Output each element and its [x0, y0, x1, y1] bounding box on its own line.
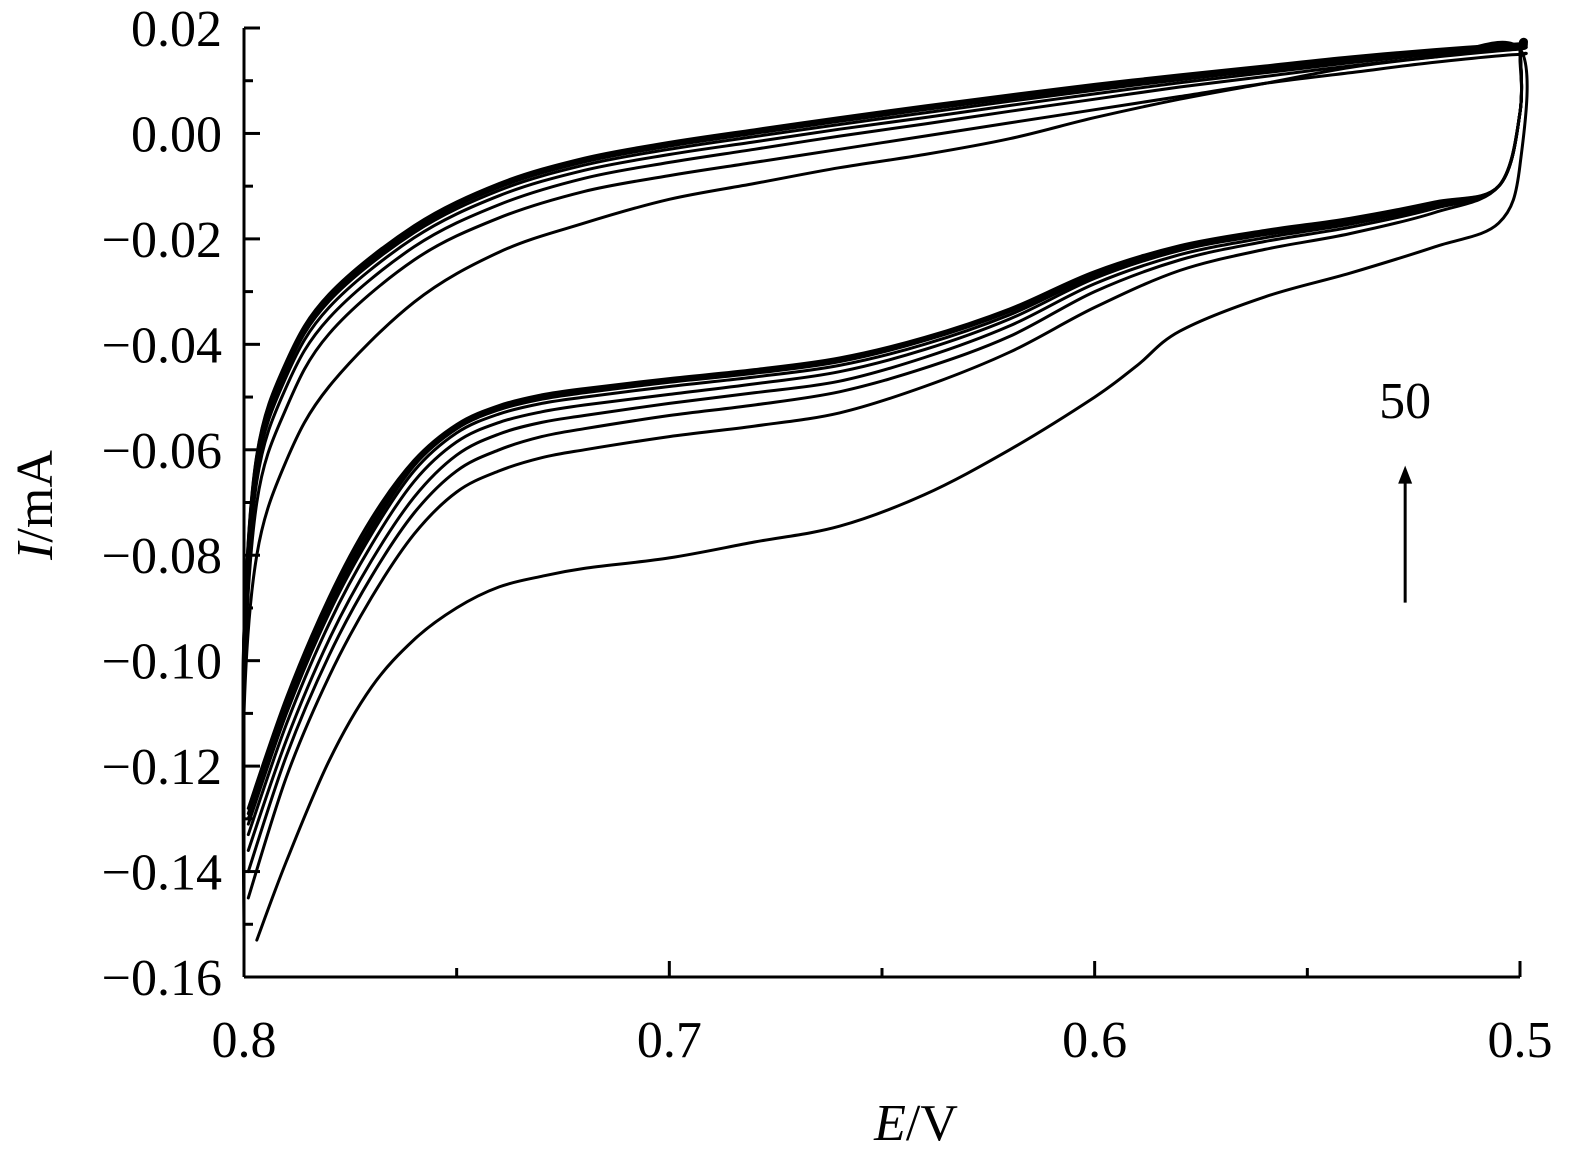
axes: 0.02 0.00 −0.02 −0.04 −0.06 −0.08 −0.10 −0.12 −0… [102, 1, 1553, 1069]
x-axis-title-unit: /V [906, 1095, 958, 1152]
x-tick-label: 0.8 [212, 1012, 277, 1069]
y-tick-label: −0.04 [102, 317, 222, 374]
x-tick-label: 0.7 [637, 1012, 702, 1069]
y-tick-label: −0.12 [102, 739, 222, 796]
x-tick-label: 0.5 [1488, 1012, 1553, 1069]
cv-curves [243, 39, 1527, 940]
y-tick-label: −0.10 [102, 634, 222, 691]
y-tick-label: −0.16 [102, 950, 222, 1007]
cv-cycle-40-line [243, 40, 1526, 814]
cv-cycle-1-line [243, 42, 1527, 940]
y-tick-label: −0.06 [102, 423, 222, 480]
y-tick-label: 0.02 [131, 1, 222, 58]
cv-cycle-20-line [243, 41, 1526, 824]
y-tick-label: −0.14 [102, 845, 222, 902]
cv-cycle-5-line [243, 44, 1526, 851]
cv-cycle-50-line [243, 39, 1526, 808]
cycle-annotation: 50 [1379, 373, 1431, 603]
cv-cycle-2-line [243, 53, 1526, 898]
x-axis-title: E/V [873, 1095, 958, 1152]
cv-cycle-30-line [243, 40, 1526, 818]
y-tick-label: −0.02 [102, 212, 222, 269]
y-axis-title: I/mA [7, 450, 64, 561]
x-axis-title-symbol: E [873, 1095, 906, 1152]
cycle-count-label: 50 [1379, 373, 1431, 430]
x-tick-label: 0.6 [1062, 1012, 1127, 1069]
y-tick-label: 0.00 [131, 106, 222, 163]
y-tick-label: −0.08 [102, 528, 222, 585]
y-axis-title-unit: /mA [7, 450, 64, 543]
arrow-up-icon [1398, 466, 1412, 484]
